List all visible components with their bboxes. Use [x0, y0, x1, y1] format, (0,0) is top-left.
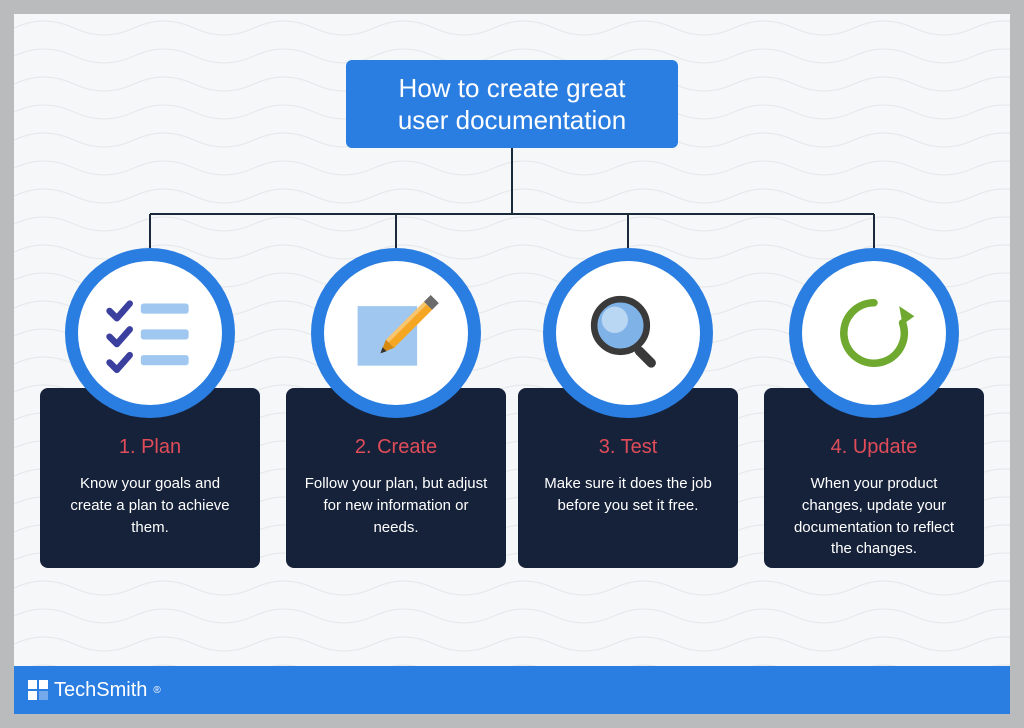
checklist-icon [78, 261, 222, 405]
step-circle [789, 248, 959, 418]
techsmith-mark-icon [28, 680, 48, 700]
step-description: Know your goals and create a plan to ach… [58, 473, 242, 538]
magnifier-icon [556, 261, 700, 405]
step-title: 1. Plan [58, 436, 242, 459]
step-description: Follow your plan, but adjust for new inf… [304, 473, 488, 538]
brand: TechSmith ® [28, 679, 161, 702]
infographic-canvas: How to create great user documentation 1… [14, 14, 1010, 714]
steps-container: 1. Plan Know your goals and create a plan… [14, 14, 1010, 714]
step-title: 3. Test [536, 436, 720, 459]
footer-bar: TechSmith ® [14, 666, 1010, 714]
step-circle [311, 248, 481, 418]
step-description: Make sure it does the job before you set… [536, 473, 720, 517]
step-title: 4. Update [782, 436, 966, 459]
step-title: 2. Create [304, 436, 488, 459]
brand-registered: ® [153, 685, 160, 696]
step-circle [65, 248, 235, 418]
pencil-note-icon [324, 261, 468, 405]
brand-text: TechSmith [54, 679, 147, 702]
step-description: When your product changes, update your d… [782, 473, 966, 560]
step-circle [543, 248, 713, 418]
refresh-arrow-icon [802, 261, 946, 405]
